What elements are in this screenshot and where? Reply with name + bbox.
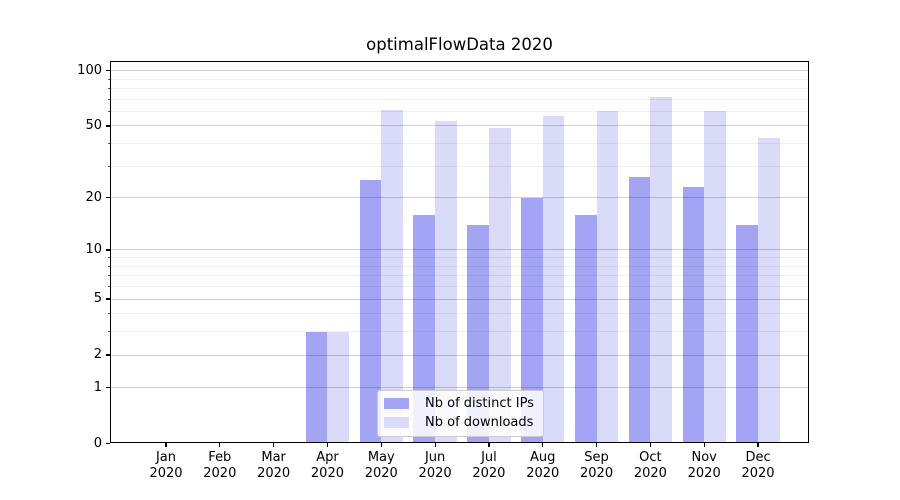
legend-label-downloads: Nb of downloads	[425, 415, 534, 430]
minor-gridline-80	[110, 88, 809, 90]
y-minor-tick-70	[107, 98, 110, 100]
minor-gridline-60	[110, 110, 809, 112]
major-gridline-2	[110, 354, 809, 356]
x-tick-label-jul-2020: Jul 2020	[472, 450, 506, 481]
y-tick-label-20: 20	[85, 189, 102, 205]
y-minor-tick-3	[107, 331, 110, 333]
major-gridline-20	[110, 197, 809, 199]
x-tick-sep-2020	[595, 443, 598, 447]
major-gridline-10	[110, 249, 809, 251]
bar-nb-of-distinct-ips-sep-2020	[574, 214, 597, 443]
y-minor-tick-9	[107, 257, 110, 259]
y-minor-tick-4	[107, 313, 110, 315]
minor-gridline-90	[110, 78, 809, 80]
y-tick-0	[106, 443, 110, 445]
x-tick-label-jun-2020: Jun 2020	[418, 450, 452, 481]
y-tick-label-50: 50	[85, 117, 102, 133]
x-tick-oct-2020	[649, 443, 651, 447]
minor-gridline-6	[110, 286, 809, 288]
y-tick-label-5: 5	[93, 291, 102, 306]
minor-gridline-8	[110, 265, 809, 267]
y-minor-tick-6	[107, 286, 110, 288]
x-tick-nov-2020	[703, 443, 705, 447]
minor-gridline-3	[110, 331, 809, 333]
y-tick-label-2: 2	[93, 347, 102, 363]
bar-nb-of-downloads-aug-2020	[542, 115, 565, 443]
bar-nb-of-distinct-ips-nov-2020	[682, 186, 705, 443]
minor-gridline-30	[110, 165, 809, 167]
minor-gridline-70	[110, 98, 809, 100]
bar-nb-of-downloads-sep-2020	[596, 111, 619, 443]
legend-item-distinct-ips: Nb of distinct IPs	[384, 396, 543, 411]
x-tick-feb-2020	[219, 443, 221, 447]
y-tick-label-0: 0	[93, 435, 102, 451]
bar-nb-of-downloads-dec-2020	[758, 137, 780, 443]
bar-nb-of-downloads-nov-2020	[704, 111, 726, 443]
y-minor-tick-90	[107, 78, 110, 80]
x-tick-apr-2020	[326, 443, 329, 447]
major-gridline-50	[110, 125, 809, 127]
x-tick-label-may-2020: May 2020	[364, 450, 398, 481]
y-minor-tick-30	[107, 165, 110, 167]
legend: Nb of distinct IPs Nb of downloads	[377, 389, 544, 437]
bar-nb-of-downloads-oct-2020	[650, 96, 673, 443]
x-tick-dec-2020	[757, 443, 759, 447]
major-gridline-1	[110, 387, 809, 389]
x-tick-label-feb-2020: Feb 2020	[203, 450, 237, 481]
bar-nb-of-distinct-ips-aug-2020	[521, 197, 543, 443]
x-tick-aug-2020	[542, 443, 544, 447]
y-tick-label-1: 1	[93, 379, 102, 395]
legend-label-distinct-ips: Nb of distinct IPs	[425, 396, 534, 411]
minor-gridline-9	[110, 257, 809, 259]
x-tick-label-sep-2020: Sep 2020	[580, 450, 614, 481]
legend-swatch-distinct-ips	[384, 398, 409, 409]
x-tick-may-2020	[380, 443, 382, 447]
legend-swatch-downloads	[384, 417, 409, 428]
x-tick-label-aug-2020: Aug 2020	[526, 450, 560, 481]
major-gridline-100	[110, 70, 809, 72]
bar-nb-of-downloads-may-2020	[381, 110, 403, 443]
bar-nb-of-distinct-ips-oct-2020	[628, 177, 651, 443]
y-tick-50	[106, 125, 110, 127]
major-gridline-5	[110, 298, 809, 300]
chart-title: optimalFlowData 2020	[366, 35, 553, 54]
x-tick-jun-2020	[434, 443, 436, 447]
y-tick-5	[106, 298, 110, 300]
y-minor-tick-40	[107, 143, 110, 145]
x-tick-mar-2020	[273, 443, 275, 447]
bar-nb-of-downloads-apr-2020	[327, 331, 350, 443]
plot-area: Nb of distinct IPs Nb of downloads	[110, 60, 809, 443]
bar-nb-of-distinct-ips-may-2020	[359, 180, 382, 443]
legend-item-downloads: Nb of downloads	[384, 415, 543, 430]
y-tick-label-10: 10	[85, 241, 102, 257]
minor-gridline-7	[110, 275, 809, 277]
x-tick-label-apr-2020: Apr 2020	[310, 450, 344, 481]
x-tick-jan-2020	[165, 443, 167, 447]
bar-nb-of-downloads-jun-2020	[435, 121, 457, 443]
x-tick-label-mar-2020: Mar 2020	[257, 450, 291, 481]
x-tick-label-jan-2020: Jan 2020	[149, 450, 183, 481]
y-tick-label-100: 100	[77, 62, 102, 78]
minor-gridline-40	[110, 143, 809, 145]
y-tick-2	[106, 354, 110, 356]
y-tick-10	[106, 249, 110, 251]
y-minor-tick-60	[107, 110, 110, 112]
x-tick-label-dec-2020: Dec 2020	[741, 450, 775, 481]
bar-nb-of-distinct-ips-apr-2020	[305, 331, 328, 443]
bar-nb-of-distinct-ips-jul-2020	[467, 224, 489, 443]
y-minor-tick-80	[107, 88, 110, 90]
x-tick-jul-2020	[488, 443, 490, 447]
bar-nb-of-distinct-ips-dec-2020	[736, 224, 758, 443]
y-minor-tick-8	[107, 265, 110, 267]
y-tick-20	[106, 197, 110, 199]
bar-nb-of-downloads-jul-2020	[488, 127, 511, 443]
bar-nb-of-distinct-ips-jun-2020	[413, 214, 436, 443]
x-tick-label-oct-2020: Oct 2020	[633, 450, 667, 481]
y-minor-tick-7	[107, 275, 110, 277]
minor-gridline-4	[110, 313, 809, 315]
x-tick-label-nov-2020: Nov 2020	[687, 450, 721, 481]
y-tick-100	[106, 70, 110, 72]
y-tick-1	[106, 387, 110, 389]
